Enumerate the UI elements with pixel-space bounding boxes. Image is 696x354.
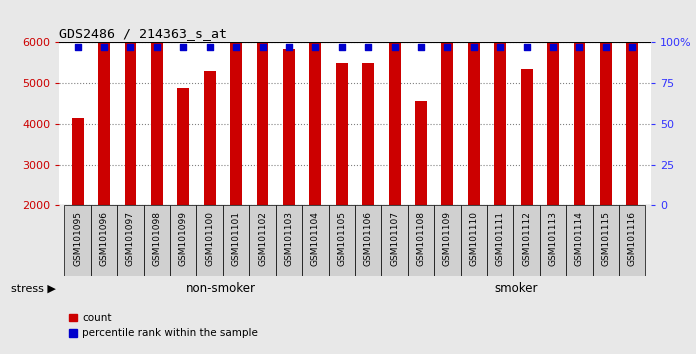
Text: GSM101106: GSM101106: [364, 211, 372, 266]
Point: [177, 45, 189, 50]
Bar: [381, 205, 408, 276]
Point: [257, 45, 268, 50]
Text: GSM101107: GSM101107: [390, 211, 399, 266]
Point: [442, 45, 453, 50]
Text: GSM101105: GSM101105: [338, 211, 346, 266]
Bar: [276, 205, 302, 276]
Text: GSM101109: GSM101109: [443, 211, 452, 266]
Bar: [626, 33, 638, 205]
Text: GSM101095: GSM101095: [73, 211, 82, 266]
Point: [416, 45, 427, 50]
Bar: [177, 88, 189, 205]
Bar: [514, 205, 540, 276]
Text: GSM101111: GSM101111: [496, 211, 505, 266]
Text: GSM101101: GSM101101: [232, 211, 241, 266]
Text: GSM101096: GSM101096: [100, 211, 109, 266]
Bar: [461, 205, 487, 276]
Bar: [487, 205, 514, 276]
Bar: [547, 27, 559, 205]
Bar: [521, 69, 532, 205]
Point: [336, 45, 347, 50]
Bar: [468, 34, 480, 205]
Text: GSM101097: GSM101097: [126, 211, 135, 266]
Text: GSM101100: GSM101100: [205, 211, 214, 266]
Bar: [283, 50, 295, 205]
Point: [151, 45, 162, 50]
Text: GSM101108: GSM101108: [416, 211, 425, 266]
Point: [283, 45, 294, 50]
Point: [204, 45, 215, 50]
Text: non-smoker: non-smoker: [186, 282, 255, 295]
Bar: [441, 43, 453, 205]
Bar: [125, 25, 136, 205]
Bar: [335, 63, 348, 205]
Text: GSM101116: GSM101116: [628, 211, 637, 266]
Point: [521, 45, 532, 50]
Point: [626, 45, 638, 50]
Bar: [204, 70, 216, 205]
Text: GSM101103: GSM101103: [285, 211, 294, 266]
Bar: [98, 28, 110, 205]
Point: [230, 45, 242, 50]
Bar: [355, 205, 381, 276]
Point: [600, 45, 611, 50]
Text: GSM101098: GSM101098: [152, 211, 161, 266]
Legend: count, percentile rank within the sample: count, percentile rank within the sample: [64, 309, 262, 342]
Bar: [310, 33, 322, 205]
Bar: [302, 205, 329, 276]
Point: [574, 45, 585, 50]
Bar: [230, 1, 242, 205]
Bar: [619, 205, 645, 276]
Point: [125, 45, 136, 50]
Bar: [408, 205, 434, 276]
Point: [468, 45, 480, 50]
Bar: [170, 205, 196, 276]
Point: [495, 45, 506, 50]
Bar: [91, 205, 117, 276]
Bar: [249, 205, 276, 276]
Text: GSM101110: GSM101110: [469, 211, 478, 266]
Bar: [329, 205, 355, 276]
Bar: [434, 205, 461, 276]
Text: GSM101112: GSM101112: [522, 211, 531, 266]
Bar: [600, 12, 612, 205]
Point: [389, 45, 400, 50]
Text: GSM101114: GSM101114: [575, 211, 584, 266]
Bar: [574, 27, 585, 205]
Bar: [257, 23, 269, 205]
Bar: [494, 34, 506, 205]
Bar: [362, 63, 374, 205]
Bar: [593, 205, 619, 276]
Text: GSM101115: GSM101115: [601, 211, 610, 266]
Text: smoker: smoker: [495, 282, 538, 295]
Bar: [72, 118, 84, 205]
Bar: [540, 205, 567, 276]
Text: GSM101113: GSM101113: [548, 211, 557, 266]
Bar: [151, 0, 163, 205]
Bar: [567, 205, 593, 276]
Point: [99, 45, 110, 50]
Point: [310, 45, 321, 50]
Bar: [223, 205, 249, 276]
Text: GSM101099: GSM101099: [179, 211, 188, 266]
Text: stress ▶: stress ▶: [11, 283, 56, 293]
Bar: [196, 205, 223, 276]
Text: GSM101102: GSM101102: [258, 211, 267, 266]
Bar: [117, 205, 143, 276]
Point: [363, 45, 374, 50]
Point: [72, 45, 84, 50]
Text: GDS2486 / 214363_s_at: GDS2486 / 214363_s_at: [59, 27, 227, 40]
Bar: [143, 205, 170, 276]
Point: [548, 45, 559, 50]
Bar: [415, 101, 427, 205]
Text: GSM101104: GSM101104: [311, 211, 320, 266]
Bar: [388, 0, 400, 205]
Bar: [65, 205, 91, 276]
